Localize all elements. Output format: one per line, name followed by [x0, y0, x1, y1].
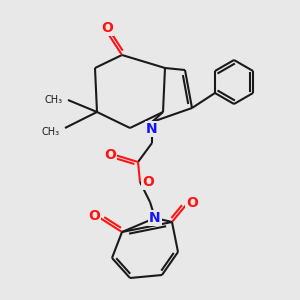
Text: CH₃: CH₃	[42, 127, 60, 137]
Text: O: O	[88, 209, 100, 223]
Text: O: O	[186, 196, 198, 210]
Text: N: N	[149, 211, 161, 225]
Text: O: O	[101, 21, 113, 35]
Text: N: N	[146, 122, 158, 136]
Text: CH₃: CH₃	[45, 95, 63, 105]
Text: O: O	[104, 148, 116, 162]
Text: O: O	[142, 175, 154, 189]
